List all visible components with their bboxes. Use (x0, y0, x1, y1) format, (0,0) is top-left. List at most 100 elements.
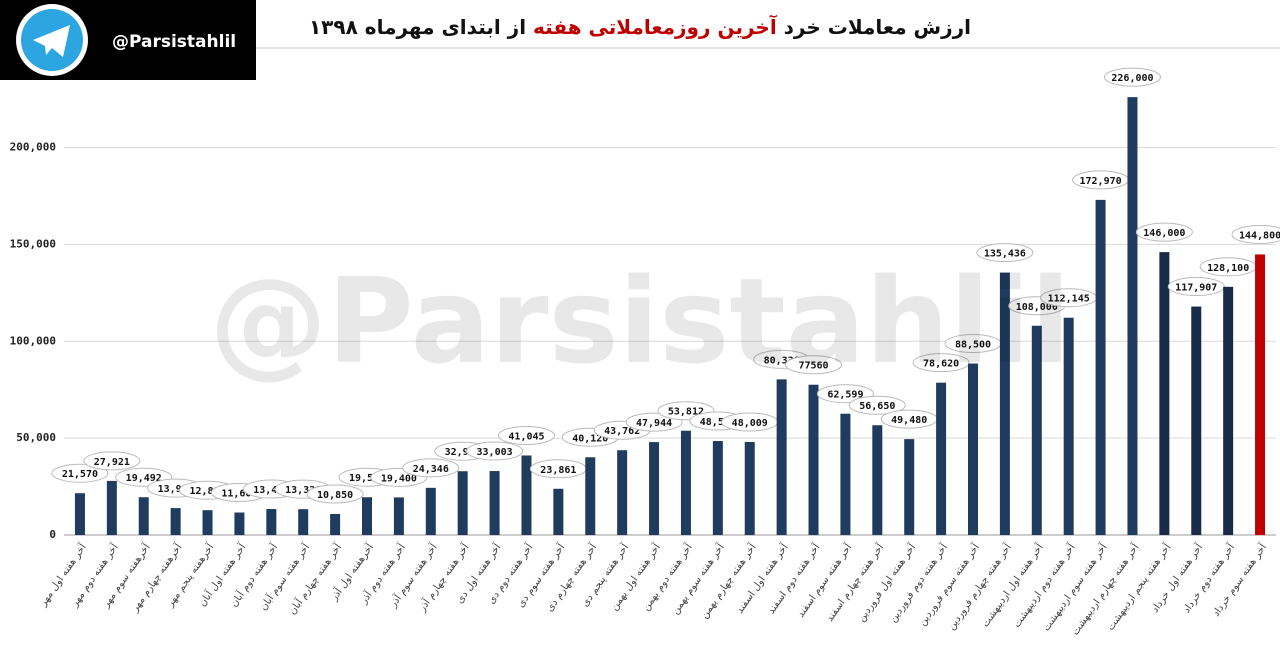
bar (999, 272, 1010, 535)
value-label-bubble (1135, 222, 1193, 242)
value-label: 13,900 (158, 484, 194, 495)
x-tick-label: آخر هفته سوم خرداد (1209, 540, 1270, 619)
bar (393, 497, 404, 535)
bar (457, 471, 468, 535)
value-label: 135,436 (984, 249, 1026, 260)
value-label: 19,400 (381, 473, 417, 484)
value-label: 41,045 (508, 431, 544, 442)
title-part: آخرین روزمعاملاتی هفته (533, 14, 778, 39)
value-label-bubble (1167, 277, 1225, 297)
bar (680, 430, 691, 535)
value-label: 128,100 (1207, 263, 1249, 274)
value-label: 47,944 (636, 418, 672, 429)
bar (553, 488, 564, 535)
x-tick-label: آخر هفته چهارم اسفند (823, 540, 887, 624)
y-tick-label: 100,000 (10, 334, 56, 347)
value-label: 10,850 (317, 490, 353, 501)
bar (840, 413, 851, 535)
value-label-bubble (497, 425, 555, 445)
x-tick-label: آخر هفته چهارم آبان (285, 540, 344, 617)
bar (362, 497, 372, 535)
handle: @Parsistahlil (112, 32, 236, 52)
value-label: 117,907 (1175, 283, 1217, 294)
value-label: 78,620 (923, 359, 959, 370)
x-tick-label: آخر هفته سوم اسفند (794, 540, 855, 620)
bar (330, 513, 341, 535)
value-label: 13,326 (285, 485, 321, 496)
value-label: 144,800 (1239, 230, 1280, 241)
value-label: 12,800 (189, 486, 225, 497)
bar (1223, 286, 1234, 535)
value-label: 48,500 (700, 417, 736, 428)
x-tick-label: آخر هفته سوم فروردین (915, 540, 982, 628)
bar (234, 512, 245, 535)
value-label: 27,921 (94, 457, 130, 468)
x-tick-label: آخر هفته اول اردیبهشت (978, 540, 1046, 629)
y-tick-label: 50,000 (16, 431, 56, 444)
value-label-bubble (785, 355, 843, 375)
y-tick-label: 0 (49, 528, 56, 541)
bar (1127, 97, 1138, 535)
value-label-bubble (848, 395, 906, 415)
bar (138, 497, 149, 535)
bar (904, 439, 915, 535)
value-label-bubble (306, 484, 364, 504)
value-label-bubble (912, 353, 970, 373)
value-label: 49,480 (891, 415, 927, 426)
chart-title: ارزش معاملات خرد آخرین روزمعاملاتی هفته … (309, 14, 971, 39)
bar (266, 509, 277, 535)
value-label: 56,650 (859, 401, 895, 412)
bar (936, 382, 947, 535)
x-tick-label: آخر هفته دوم فروردین (886, 540, 951, 625)
bar (617, 450, 628, 535)
value-label: 53,812 (668, 407, 704, 418)
x-tick-label: آخر هفته چهارم بهمن (697, 540, 759, 621)
title-part: ارزش معاملات خرد (784, 15, 971, 39)
value-label: 77560 (798, 361, 828, 372)
logo-plane (33, 25, 70, 57)
value-label: 43,762 (604, 426, 640, 437)
value-label: 33,003 (477, 447, 513, 458)
y-tick-label: 200,000 (10, 141, 56, 154)
value-label: 19,492 (126, 473, 162, 484)
bar (1255, 254, 1266, 535)
watermark: @Parsistahlil (209, 252, 1070, 390)
x-tick-label: آخر هفته دوم اردیبهشت (1010, 540, 1078, 630)
bar (968, 363, 978, 535)
bar (1063, 317, 1074, 535)
bar (74, 493, 85, 535)
bar (776, 379, 787, 535)
bar (170, 508, 181, 535)
bar (712, 441, 723, 535)
bar (425, 487, 436, 535)
value-label: 23,861 (540, 465, 576, 476)
value-label-bubble (51, 463, 109, 483)
value-label-bubble (83, 451, 141, 471)
bar (1159, 252, 1170, 535)
value-label: 62,599 (827, 390, 863, 401)
value-label-bubble (976, 243, 1034, 263)
bar (106, 480, 117, 535)
value-label-bubble (1103, 67, 1161, 87)
value-label: 21,570 (62, 469, 98, 480)
bar (298, 509, 309, 535)
value-label: 88,500 (955, 340, 991, 351)
value-label: 11,600 (221, 489, 257, 500)
x-tick-label: آخر هفته اول فروردین (854, 540, 918, 624)
value-label-bubble (1231, 224, 1280, 244)
bar (808, 384, 819, 535)
bar (202, 510, 213, 535)
value-label-bubble (466, 441, 524, 461)
value-label: 80,330 (764, 355, 800, 366)
bar (1191, 306, 1202, 535)
value-label: 13,400 (253, 485, 289, 496)
value-label: 40,120 (572, 433, 608, 444)
value-label: 226,000 (1111, 73, 1153, 84)
value-label: 108,000 (1016, 302, 1058, 313)
y-tick-label: 150,000 (10, 237, 56, 250)
value-label-bubble (402, 458, 460, 478)
bar (489, 471, 500, 535)
value-label: 146,000 (1143, 228, 1185, 239)
value-label: 32,922 (445, 447, 481, 458)
